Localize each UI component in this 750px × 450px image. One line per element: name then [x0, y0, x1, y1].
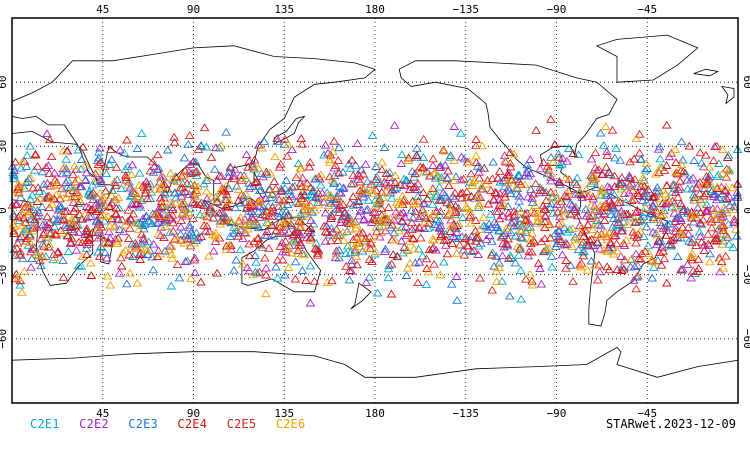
markers-c2e6 [8, 122, 741, 298]
lon-tick-label: 90 [187, 407, 200, 420]
lon-tick-label: −45 [637, 407, 657, 420]
coastline-greenland [595, 34, 699, 83]
axis-ticks: 45 45 90 90 135 135 180 180 −135 −135 −90 −90 −45 −45… [0, 3, 750, 420]
coastline-australia [241, 233, 322, 293]
lat-tick-label: −30 [0, 265, 9, 285]
markers-c2e3 [7, 127, 743, 304]
coastline-namerica [398, 60, 618, 194]
legend-item-c2e1: C2E1 [30, 417, 60, 431]
lat-tick-label: −60 [741, 329, 750, 349]
coastline-newzealand [350, 282, 372, 310]
lat-tick-label: 60 [0, 76, 9, 89]
lon-tick-label: 180 [365, 3, 385, 16]
lon-tick-label: 135 [274, 3, 294, 16]
coastline-uk [721, 85, 735, 105]
lat-tick-label: 0 [0, 207, 9, 214]
product-date-label: STARwet.2023-12-09 [605, 417, 736, 431]
coastline-eurasia [11, 45, 376, 203]
lon-tick-label: 180 [365, 407, 385, 420]
lat-tick-label: 60 [741, 76, 750, 89]
coastline-antarctica [11, 346, 739, 404]
lat-tick-label: −30 [741, 265, 750, 285]
map-frame [11, 17, 739, 404]
lon-tick-label: 45 [96, 3, 109, 16]
lon-tick-label: −90 [547, 3, 567, 16]
lon-tick-label: 135 [274, 407, 294, 420]
legend-item-c2e2: C2E2 [79, 417, 109, 431]
lon-tick-label: −135 [453, 407, 480, 420]
legend-item-c2e6: C2E6 [275, 417, 306, 431]
legend-item-c2e4: C2E4 [177, 417, 208, 431]
coastline-iceland [693, 68, 719, 77]
legend-item-c2e5: C2E5 [226, 417, 257, 431]
lon-tick-label: −90 [547, 407, 567, 420]
legend-item-c2e3: C2E3 [128, 417, 158, 431]
lon-tick-label: 45 [96, 407, 109, 420]
markers-c2e2 [9, 120, 743, 307]
lat-tick-label: −60 [0, 329, 9, 349]
coastline-japan [273, 115, 306, 145]
lat-tick-label: 30 [0, 140, 9, 153]
lon-tick-label: 90 [187, 3, 200, 16]
lat-tick-label: 0 [741, 207, 750, 214]
lat-tick-label: 30 [741, 140, 750, 153]
lon-tick-label: −45 [637, 3, 657, 16]
legend: C2E1 C2E2 C2E3 C2E4 C2E5 C2E6 [30, 417, 317, 431]
lon-tick-label: −135 [453, 3, 480, 16]
observation-markers [7, 114, 743, 307]
